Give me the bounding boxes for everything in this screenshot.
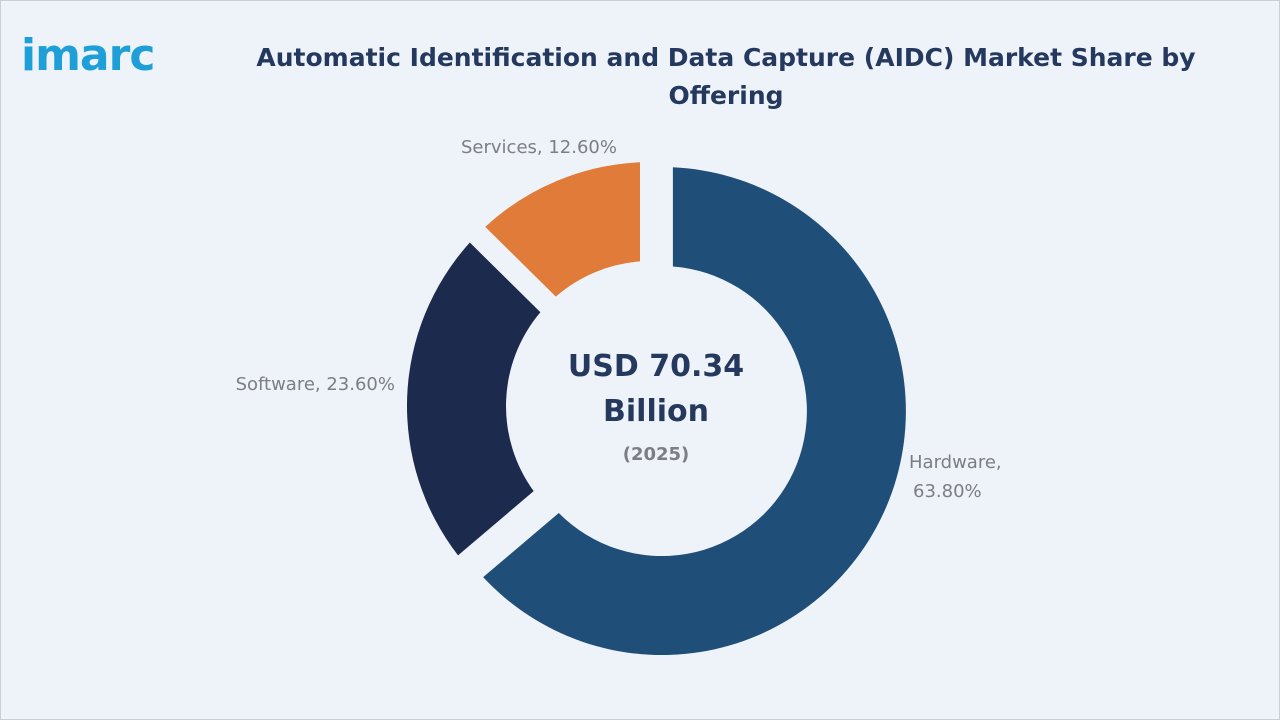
imarc-logo: imarc <box>21 30 155 81</box>
center-value-line1: USD 70.34 <box>568 349 744 384</box>
slice-hardware <box>483 167 906 656</box>
center-year: (2025) <box>623 444 690 465</box>
label-services: Services, 12.60% <box>461 137 617 158</box>
chart-title: Automatic Identification and Data Captur… <box>256 43 1196 110</box>
label-value-hardware: 63.80% <box>913 481 982 502</box>
center-value-line2: Billion <box>603 394 709 429</box>
slice-labels: Hardware, 63.80% Software, 23.60% Services,… <box>236 137 1002 502</box>
label-software: Software, 23.60% <box>236 374 395 395</box>
label-hardware: Hardware, <box>909 452 1002 473</box>
slice-software <box>406 242 541 556</box>
slice-services <box>485 162 640 297</box>
donut-slices <box>406 162 906 656</box>
